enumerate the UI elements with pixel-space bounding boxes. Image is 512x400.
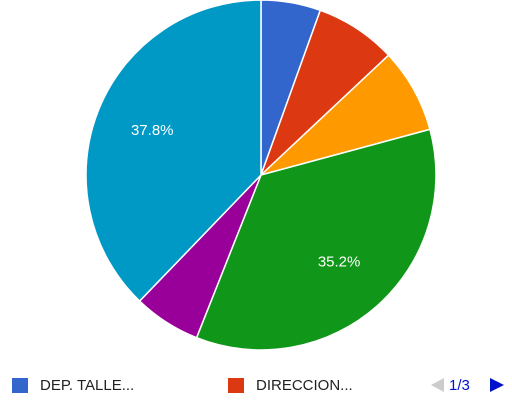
legend-next[interactable]: [490, 378, 504, 392]
pie-slice: [195, 128, 437, 351]
slice-label: 35.2%: [318, 253, 361, 270]
legend-swatch: [12, 378, 28, 393]
legend-label: DIRECCION...: [256, 377, 353, 394]
legend-label: DEP. TALLE...: [40, 377, 134, 394]
pie-slice: [85, 0, 262, 303]
legend-swatch: [228, 378, 244, 393]
slice-label: 37.8%: [131, 122, 174, 139]
legend-page: 1/3: [449, 377, 470, 394]
legend-prev[interactable]: [431, 378, 444, 392]
